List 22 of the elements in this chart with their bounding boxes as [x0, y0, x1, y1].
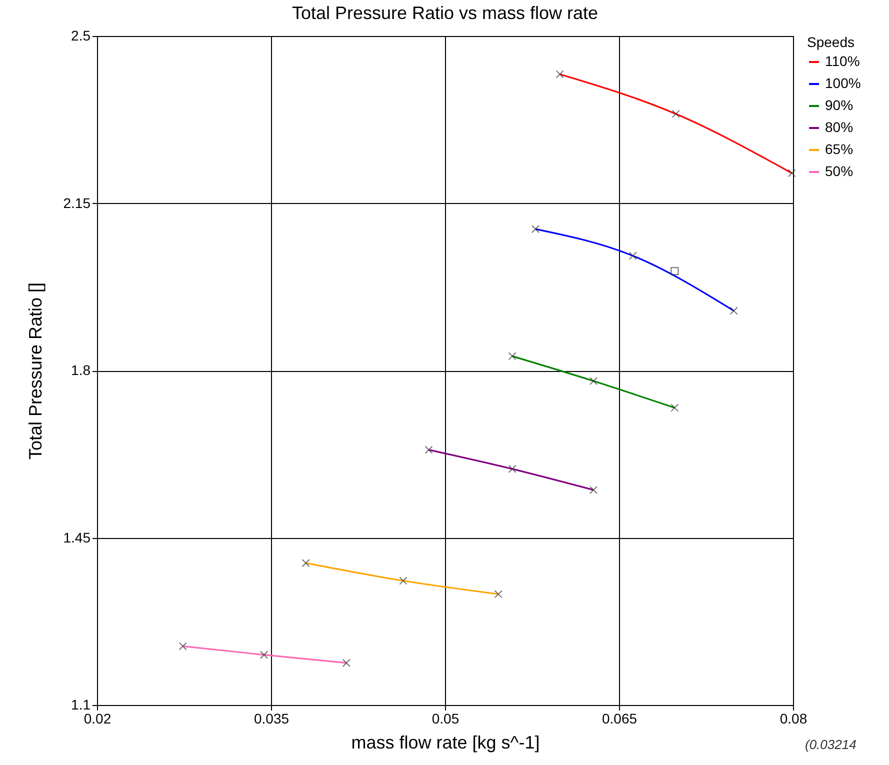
x-axis-title: mass flow rate [kg s^-1] [351, 732, 540, 752]
legend-label: 65% [825, 141, 854, 157]
y-axis-title: Total Pressure Ratio [] [25, 282, 46, 460]
x-tick-label: 0.02 [84, 710, 112, 726]
legend-title: Speeds [807, 34, 854, 50]
x-tick-label: 0.065 [602, 710, 638, 726]
chart-title: Total Pressure Ratio vs mass flow rate [292, 3, 598, 23]
legend-label: 100% [825, 75, 861, 91]
y-tick-label: 1.45 [63, 529, 91, 546]
legend-label: 110% [825, 53, 860, 69]
text: (0.03214 [805, 737, 856, 752]
legend-label: 50% [825, 163, 854, 179]
legend-label: 90% [825, 97, 854, 113]
y-tick-label: 1.8 [71, 362, 91, 378]
point [670, 267, 679, 276]
y-tick-label: 1.1 [71, 696, 91, 712]
legend-label: 80% [825, 119, 854, 135]
x-tick-label: 0.035 [254, 710, 290, 726]
y-tick-label: 2.5 [71, 28, 91, 44]
x-tick-label: 0.05 [432, 710, 460, 726]
y-tick-label: 2.15 [63, 194, 91, 211]
x-tick-label: 0.08 [780, 710, 808, 726]
